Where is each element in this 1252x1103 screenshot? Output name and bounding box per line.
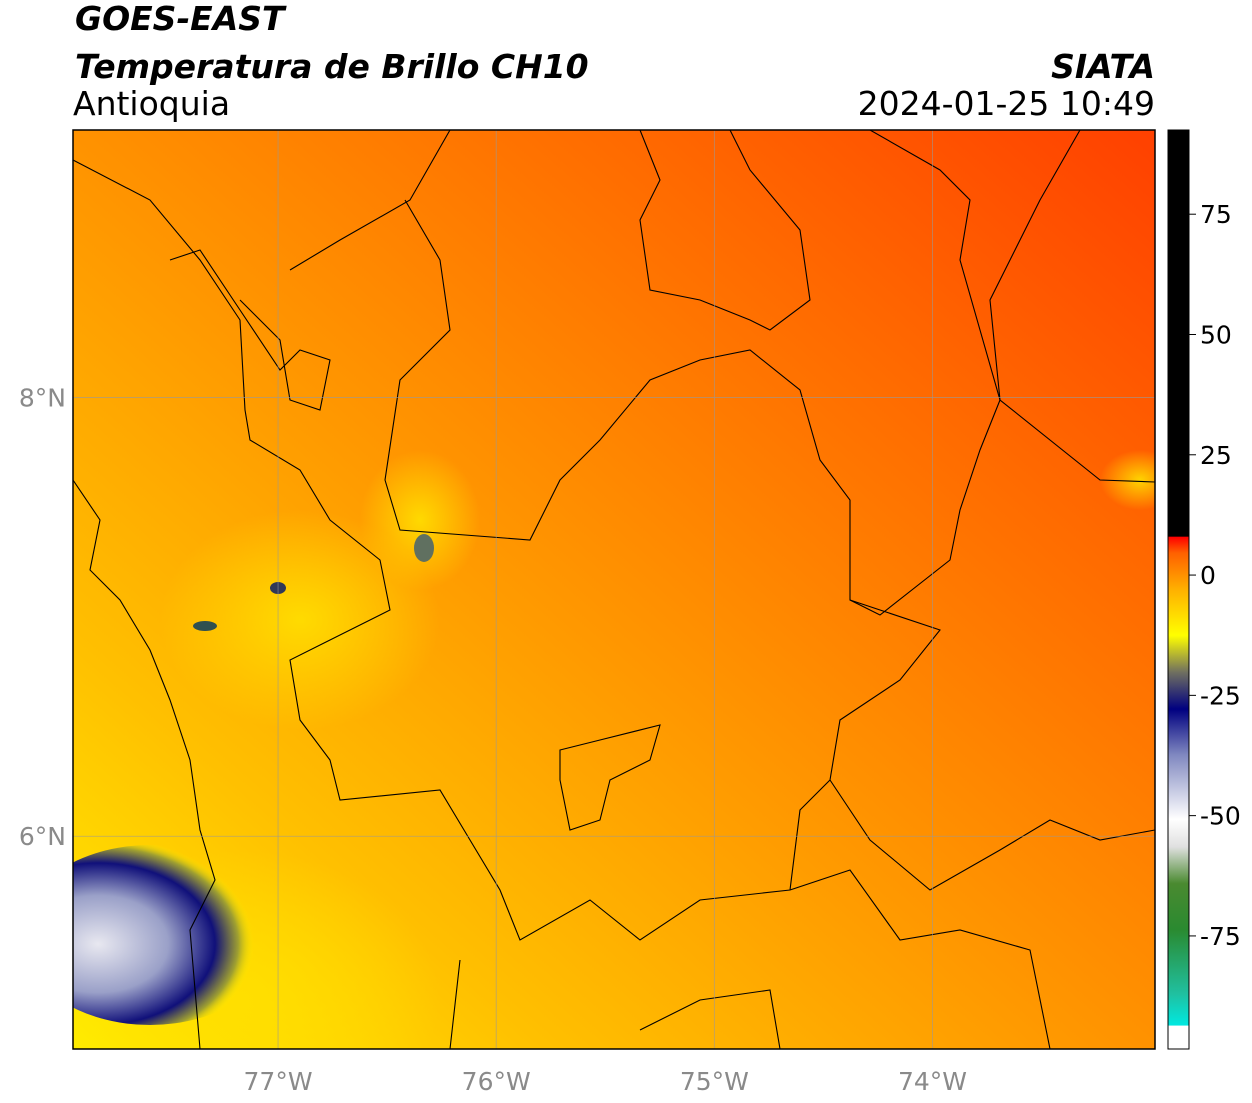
- colorbar-tick-label: 50: [1200, 320, 1232, 349]
- subtitle: Temperatura de Brillo CH10: [75, 47, 589, 86]
- colorbar-tick-label: -75: [1200, 922, 1241, 951]
- colorbar-tick-label: -25: [1200, 681, 1241, 710]
- lon-label: 75°W: [680, 1067, 749, 1096]
- title: GOES-EAST: [75, 0, 287, 38]
- colorbar-tick-label: 25: [1200, 441, 1232, 470]
- colorbar: [1167, 129, 1190, 1050]
- lon-label: 77°W: [244, 1067, 313, 1096]
- colorbar-tick-label: 0: [1200, 561, 1216, 590]
- colorbar-tick-label: 75: [1200, 200, 1232, 229]
- agency: SIATA: [1051, 47, 1155, 86]
- datetime: 2024-01-25 10:49: [858, 84, 1155, 123]
- map-image: [73, 130, 1155, 1049]
- region: Antioquia: [73, 84, 230, 123]
- lat-label: 6°N: [19, 822, 66, 851]
- lon-label: 74°W: [898, 1067, 967, 1096]
- lat-label: 8°N: [19, 384, 66, 413]
- lon-label: 76°W: [462, 1067, 531, 1096]
- colorbar-tick-label: -50: [1200, 802, 1241, 831]
- grid: [73, 130, 1155, 1049]
- map-frame: [72, 129, 1156, 1050]
